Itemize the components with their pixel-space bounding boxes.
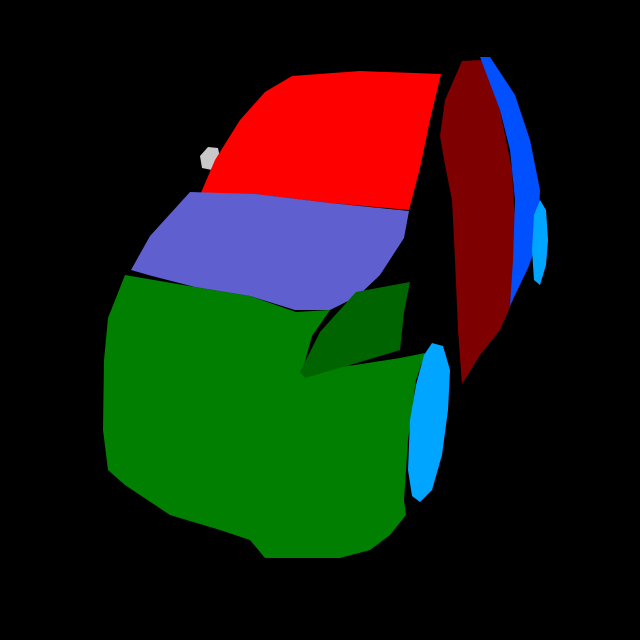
side-mirror-region [300,282,410,378]
front-door-region [440,60,516,384]
roof-region [200,71,441,210]
windshield-region [131,192,409,310]
hood-body-region [103,275,425,558]
rear-window-region [480,57,540,306]
rear-wheel-region [532,200,548,285]
front-wheel-region [408,343,450,502]
